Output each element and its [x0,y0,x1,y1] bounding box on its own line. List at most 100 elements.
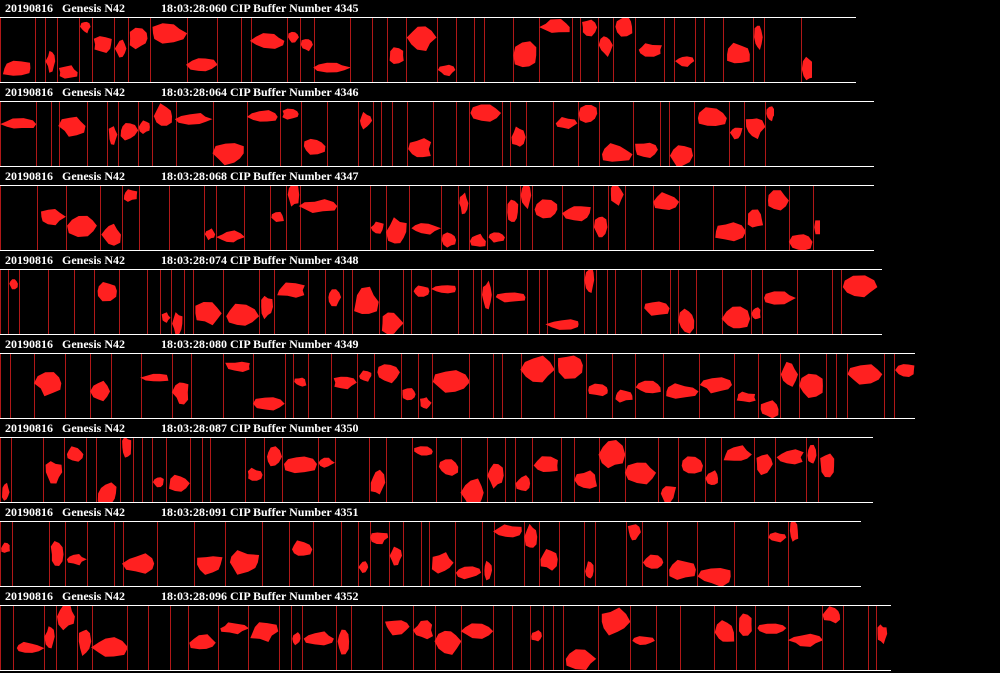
slice-divider [699,354,700,418]
particle-image [598,440,626,469]
buffer-timestamp: 18:03:28:096 CIP Buffer Number 4352 [161,589,359,603]
particle-image [78,629,92,656]
slice-divider [433,102,434,166]
particle-image [574,470,597,489]
particle-image [114,39,127,58]
slice-divider [77,606,78,670]
slice-divider [92,18,93,82]
particle-image [588,383,608,397]
slice-divider [79,18,80,82]
slice-divider [56,606,57,670]
buffer-timestamp: 18:03:28:074 CIP Buffer Number 4348 [161,253,359,267]
slice-divider [327,102,328,166]
particle-image [562,206,591,222]
particle-image [386,217,407,244]
slice-divider [694,102,695,166]
slice-divider [612,354,613,418]
slice-divider [411,270,412,334]
particle-image [152,23,188,44]
slice-divider [625,186,626,250]
particle-image [282,108,299,120]
particle-image [531,630,542,642]
particle-image [359,370,372,382]
slice-divider [788,606,789,670]
slice-divider [34,354,35,418]
slice-divider [780,354,781,418]
buffer-top-rule [0,353,915,354]
slice-divider [65,354,66,418]
slice-divider [403,270,404,334]
particle-image [0,118,37,129]
particle-image [745,118,766,140]
slice-divider [806,438,807,502]
particle-image [97,282,117,302]
particle-image [389,47,404,64]
particle-image [225,361,250,372]
particle-image [80,21,91,34]
slice-divider [119,270,120,334]
slice-divider [723,18,724,82]
particle-image [431,285,456,294]
slice-divider [704,18,705,82]
slice-divider [520,186,521,250]
slice-divider [0,522,1,586]
slice-divider [114,522,115,586]
slice-divider [49,522,50,586]
slice-divider [469,102,470,166]
particle-image [140,373,169,382]
slice-divider [382,606,383,670]
slice-divider [481,270,482,334]
slice-divider [432,354,433,418]
particle-image [2,482,10,501]
slice-divider [656,606,657,670]
slice-divider [216,186,217,250]
buffer-top-rule [0,269,882,270]
particle-image [408,138,432,158]
slice-divider [593,186,594,250]
particle-image [511,126,526,147]
buffer-date: 20190816 [5,1,53,15]
particle-image [582,19,598,37]
slice-divider [248,606,249,670]
slice-divider [527,270,528,334]
particle-image [644,301,670,316]
slice-divider [512,606,513,670]
slice-divider [139,186,140,250]
particle-image [437,64,456,77]
slice-divider [142,438,143,502]
slice-divider [561,438,562,502]
slice-divider [553,606,554,670]
particle-image [97,482,117,502]
slice-divider [171,270,172,334]
particle-image [598,36,613,57]
slice-divider [90,354,91,418]
particle-image [681,456,703,474]
buffer-top-rule [0,605,891,606]
particle-image [169,474,190,492]
slice-divider [127,606,128,670]
slice-divider [379,270,380,334]
slice-divider [386,438,387,502]
slice-divider [100,186,101,250]
particle-image [669,559,696,580]
particle-image [212,143,244,166]
slice-divider [664,18,665,82]
particle-image [482,280,492,310]
slice-divider [204,186,205,250]
particle-image [9,279,18,290]
particle-image [247,467,263,481]
particle-image [635,380,661,394]
particle-image [284,456,317,474]
slice-divider [843,606,844,670]
slice-divider [721,438,722,502]
particle-image-strip [0,606,888,670]
slice-divider [59,102,60,166]
slice-divider [223,354,224,418]
slice-divider [678,270,679,334]
particle-image [842,275,878,298]
particle-image [715,222,747,242]
slice-divider [123,522,124,586]
slice-divider [160,270,161,334]
slice-divider [599,438,600,502]
slice-divider [539,18,540,82]
